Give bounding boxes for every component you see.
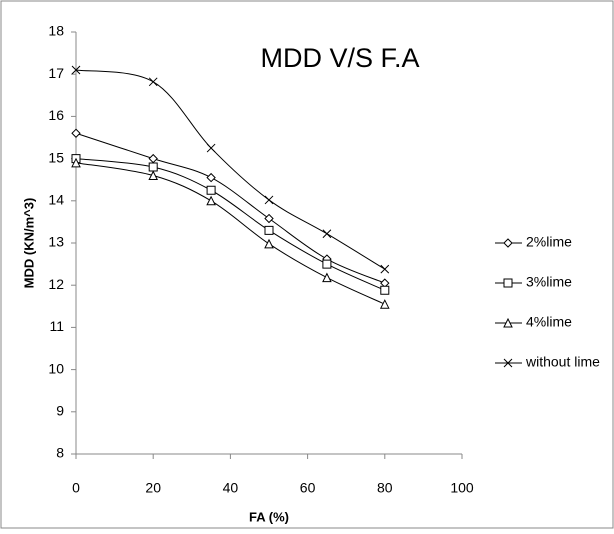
data-point [71,128,81,138]
y-tick-label: 15 [48,149,64,165]
legend-marker [503,358,513,368]
data-point [148,170,159,180]
data-point [206,195,216,206]
x-tick-label: 40 [223,480,239,496]
legend-label: 3%lime [526,274,572,290]
y-tick-label: 8 [56,445,64,461]
x-tick-label: 100 [450,480,474,496]
x-tick-label: 60 [300,480,316,496]
y-tick-label: 13 [48,234,64,250]
data-point [206,143,216,153]
data-point [264,195,274,205]
legend-label: 4%lime [526,314,572,330]
y-axis-label: MDD (KN/m^3) [21,198,36,289]
data-point [264,238,274,249]
data-point [206,185,216,195]
y-tick-label: 12 [48,276,64,292]
data-point [264,225,274,235]
y-tick-label: 18 [48,23,64,39]
legend-label: without lime [525,354,600,370]
data-point [206,172,216,183]
y-tick-label: 11 [49,318,64,334]
data-point [71,157,81,168]
legend-label: 2%lime [526,234,572,250]
legend-marker [503,317,513,328]
data-point [322,259,332,269]
data-point [380,264,390,274]
data-point [379,299,390,309]
data-point [148,162,158,172]
y-tick-label: 17 [48,65,64,81]
x-tick-label: 20 [145,480,161,496]
x-tick-label: 80 [377,480,393,496]
series-line [75,69,386,270]
legend-marker [503,238,513,248]
y-tick-label: 14 [48,192,64,208]
data-point [264,213,274,224]
x-tick-label: 0 [72,480,80,496]
y-tick-label: 9 [56,403,64,419]
data-point [322,272,332,283]
y-tick-label: 16 [48,107,64,123]
x-axis-label: FA (%) [249,509,289,524]
data-point [322,229,332,239]
data-point [380,285,390,295]
y-tick-label: 10 [48,360,64,376]
legend-marker [503,278,513,288]
chart-title: MDD V/S F.A [260,43,419,73]
data-point [148,77,158,87]
data-point [71,65,81,75]
